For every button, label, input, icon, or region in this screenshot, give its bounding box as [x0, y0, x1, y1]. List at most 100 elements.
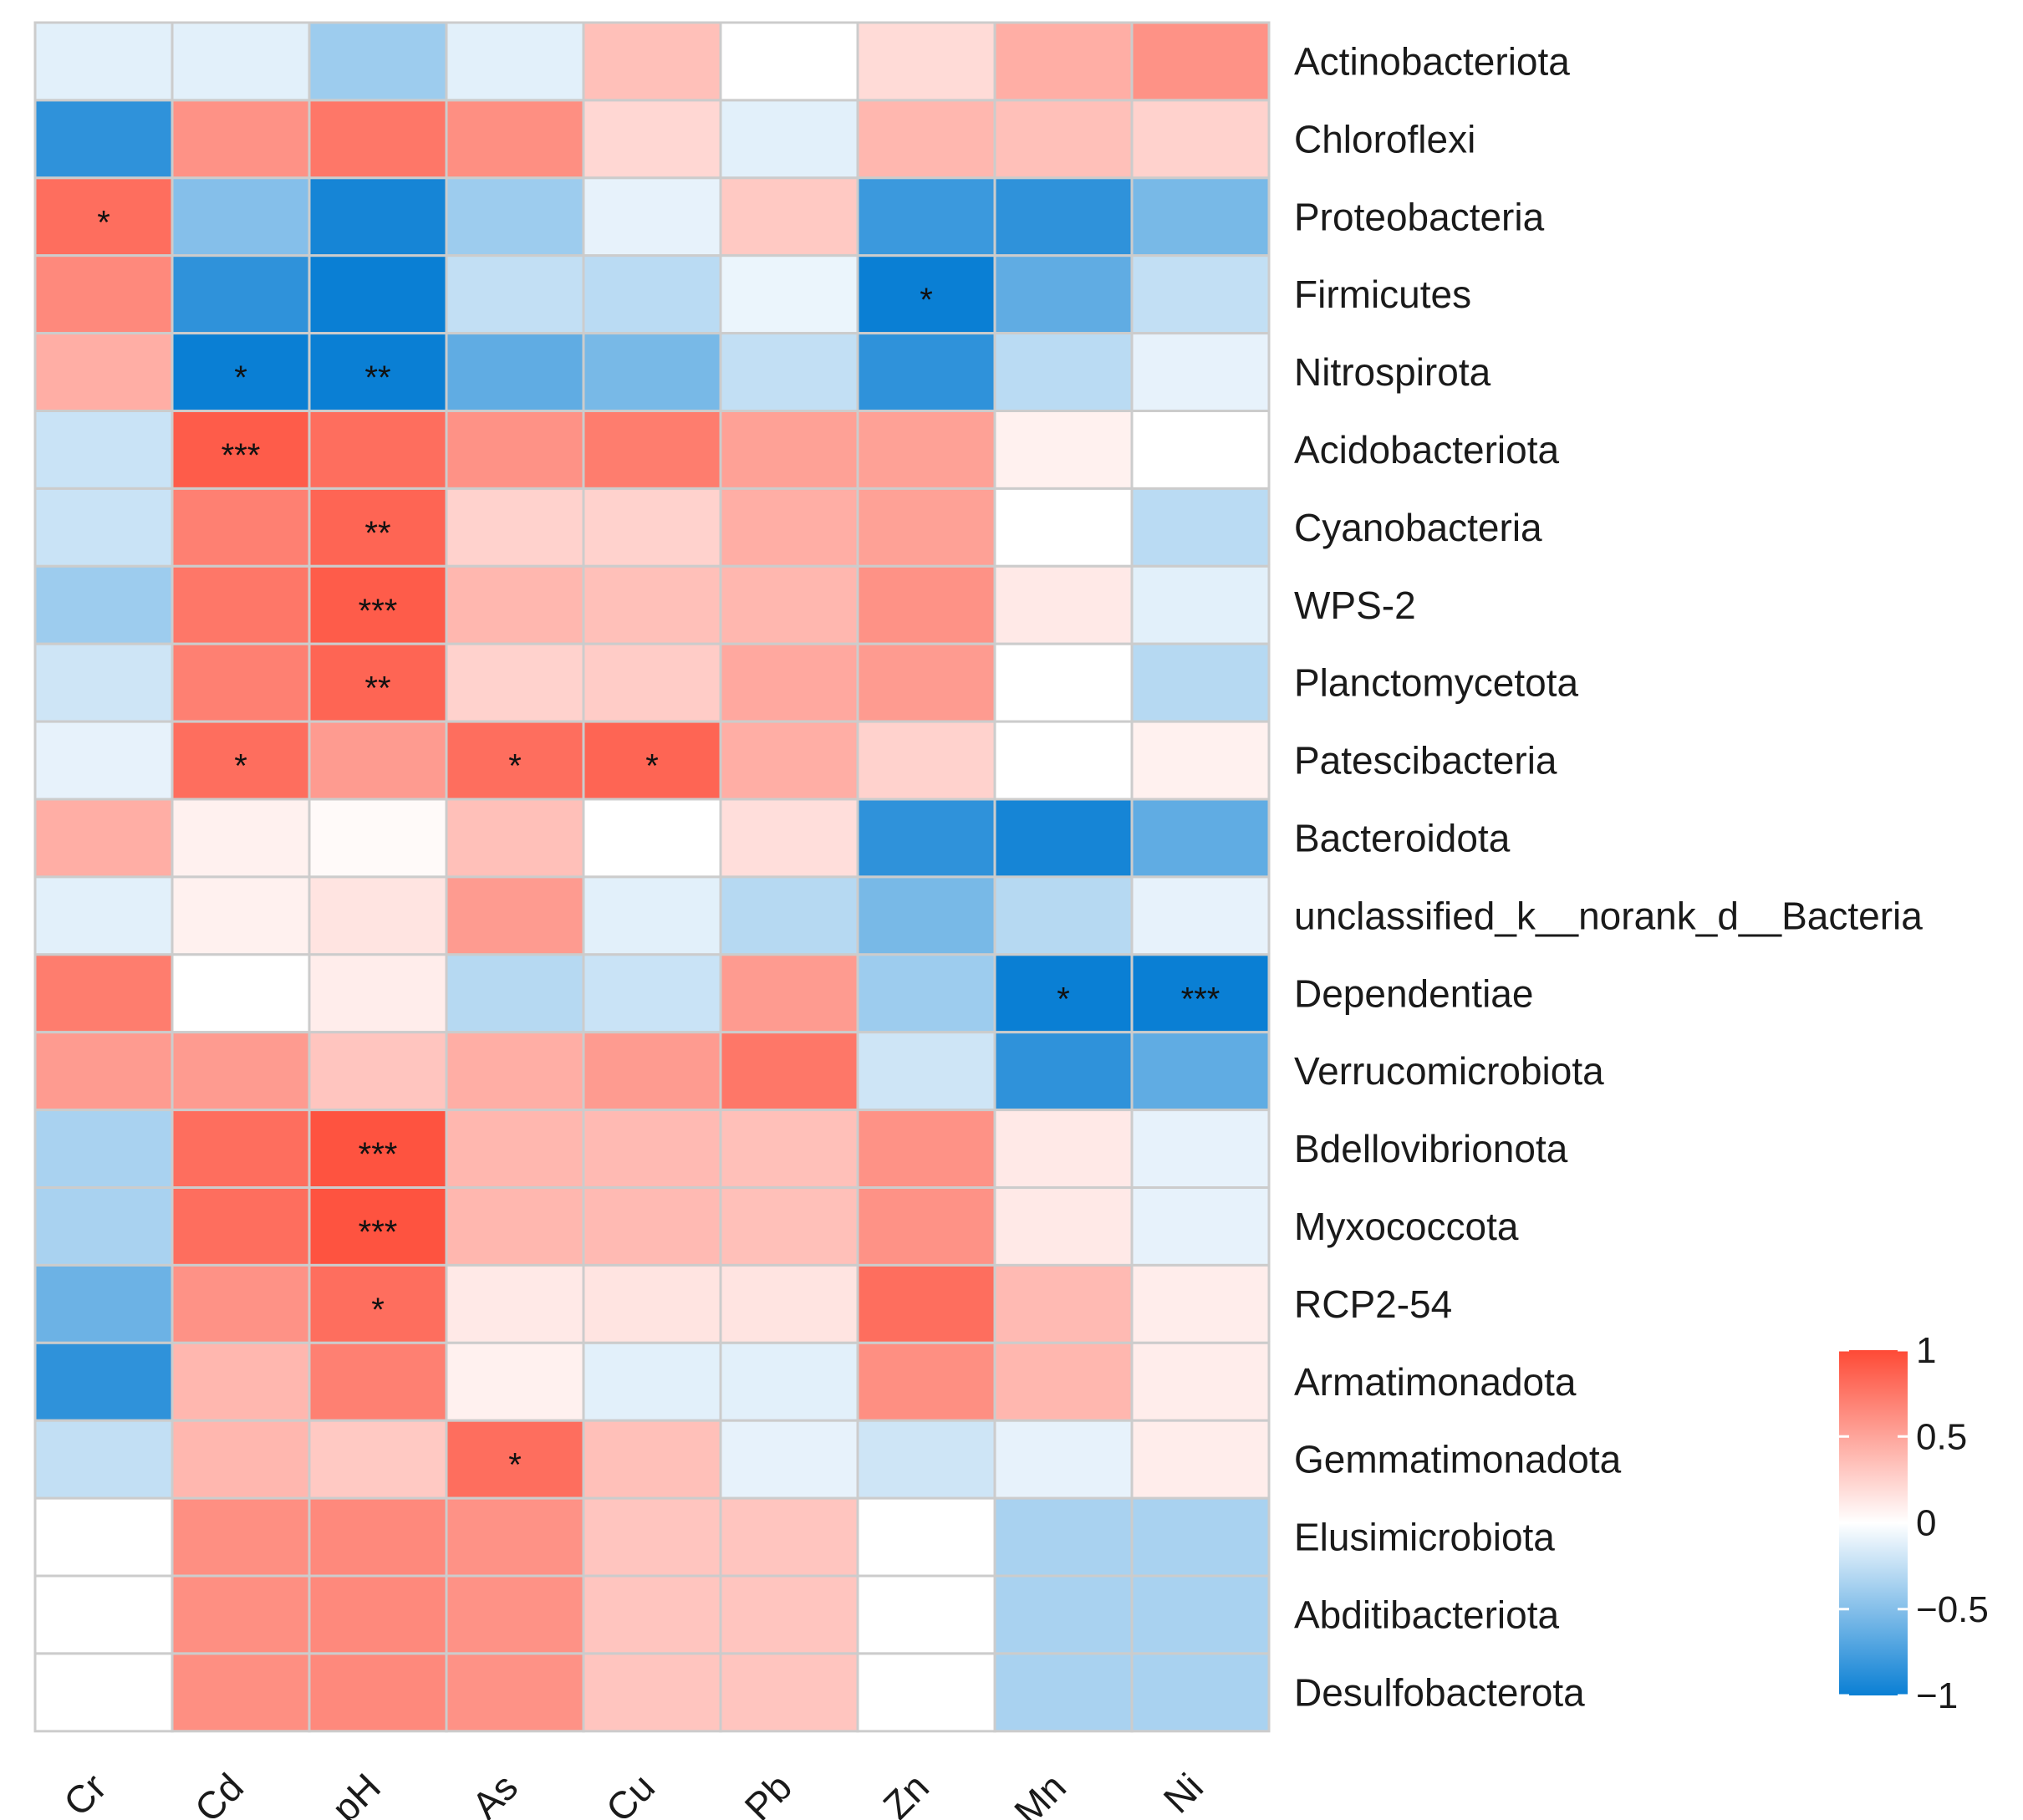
heatmap-cell [582, 1109, 722, 1189]
heatmap-cell [582, 875, 722, 956]
column-label: Cd [186, 1765, 252, 1820]
heatmap-cell [993, 1109, 1134, 1189]
heatmap-cell [33, 1031, 174, 1112]
row-label: RCP2-54 [1294, 1282, 1452, 1326]
heatmap-cell [445, 564, 585, 645]
heatmap-cell [993, 99, 1134, 180]
heatmap-cell [445, 1031, 585, 1112]
heatmap-cell [582, 1186, 722, 1267]
significance-mark: *** [359, 1214, 398, 1251]
heatmap-cell [33, 875, 174, 956]
heatmap-cell [1130, 1031, 1271, 1112]
column-label: Mn [1006, 1765, 1074, 1820]
heatmap-cell [308, 720, 448, 801]
heatmap-cell [719, 410, 859, 490]
row-label: Acidobacteriota [1294, 428, 1559, 472]
heatmap-cells: *** ************* * ** *********** [33, 21, 1271, 1733]
heatmap-cell [993, 1263, 1134, 1344]
heatmap-cell [1130, 875, 1271, 956]
row-label: Firmicutes [1294, 273, 1471, 316]
heatmap-cell [993, 254, 1134, 335]
heatmap-cell [33, 1109, 174, 1189]
heatmap-cell [445, 176, 585, 257]
heatmap-cell [719, 1419, 859, 1500]
heatmap-cell [993, 564, 1134, 645]
column-label: Cr [55, 1765, 115, 1820]
heatmap-cell [582, 798, 722, 879]
heatmap-cell [719, 1186, 859, 1267]
heatmap-cell [582, 410, 722, 490]
heatmap-cell [445, 21, 585, 102]
heatmap-cell [856, 1109, 996, 1189]
significance-mark: ** [364, 359, 390, 396]
heatmap-cell [33, 1419, 174, 1500]
heatmap-cell [445, 487, 585, 568]
heatmap-cell [582, 1341, 722, 1422]
heatmap-cell [719, 1652, 859, 1733]
heatmap-cell [1130, 254, 1271, 335]
heatmap-cell [719, 875, 859, 956]
significance-mark: * [234, 359, 247, 396]
heatmap-cell [308, 1341, 448, 1422]
heatmap-cell [33, 1341, 174, 1422]
heatmap-cell [582, 487, 722, 568]
heatmap-cell [445, 875, 585, 956]
heatmap-cell [171, 1652, 311, 1733]
heatmap-cell [171, 1574, 311, 1655]
row-label: Cyanobacteria [1294, 506, 1542, 549]
heatmap-cell [856, 564, 996, 645]
heatmap-cell [308, 875, 448, 956]
heatmap-cell [171, 564, 311, 645]
heatmap-cell [856, 1574, 996, 1655]
heatmap-cell [445, 1186, 585, 1267]
column-labels: Cr Cd pH As Cu Pb Zn Mn Ni [55, 1765, 1211, 1820]
significance-mark: * [1057, 981, 1070, 1017]
heatmap-cell [1130, 564, 1271, 645]
heatmap-cell [445, 642, 585, 723]
heatmap-cell [582, 1419, 722, 1500]
row-label: Chloroflexi [1294, 117, 1475, 161]
colorbar-tick-label: 1 [1916, 1330, 1936, 1371]
heatmap-cell [719, 487, 859, 568]
heatmap-cell [856, 875, 996, 956]
heatmap-cell [171, 953, 311, 1034]
heatmap-cell [445, 1574, 585, 1655]
heatmap-cell [33, 332, 174, 413]
column-label: Pb [736, 1765, 801, 1820]
heatmap-cell [171, 1341, 311, 1422]
heatmap-cell [856, 21, 996, 102]
heatmap-cell [1130, 487, 1271, 568]
heatmap-cell [445, 720, 585, 801]
row-label: Armatimonadota [1294, 1360, 1577, 1404]
row-label: WPS-2 [1294, 584, 1416, 627]
heatmap-cell [308, 953, 448, 1034]
heatmap-cell [719, 21, 859, 102]
heatmap-cell [719, 332, 859, 413]
heatmap-cell [308, 1263, 448, 1344]
heatmap-cell [582, 1031, 722, 1112]
heatmap-cell [1130, 1419, 1271, 1500]
heatmap-cell [171, 798, 311, 879]
heatmap-cell [856, 1186, 996, 1267]
heatmap-cell [582, 1263, 722, 1344]
heatmap-cell [33, 953, 174, 1034]
heatmap-cell [856, 1341, 996, 1422]
heatmap-cell [993, 953, 1134, 1034]
heatmap-cell [993, 1496, 1134, 1578]
column-label: pH [324, 1765, 389, 1820]
heatmap-cell [171, 875, 311, 956]
heatmap-cell [171, 1263, 311, 1344]
heatmap-cell [582, 99, 722, 180]
heatmap-cell [308, 254, 448, 335]
heatmap-cell [445, 1496, 585, 1578]
heatmap-cell [856, 487, 996, 568]
heatmap-cell [33, 1652, 174, 1733]
heatmap-cell [1130, 1186, 1271, 1267]
heatmap-cell [719, 1263, 859, 1344]
colorbar-gradient [1839, 1350, 1908, 1695]
heatmap-cell [445, 332, 585, 413]
heatmap-cell [33, 410, 174, 490]
colorbar-tick-label: −0.5 [1916, 1589, 1989, 1630]
heatmap-cell [1130, 1652, 1271, 1733]
heatmap-cell [719, 953, 859, 1034]
